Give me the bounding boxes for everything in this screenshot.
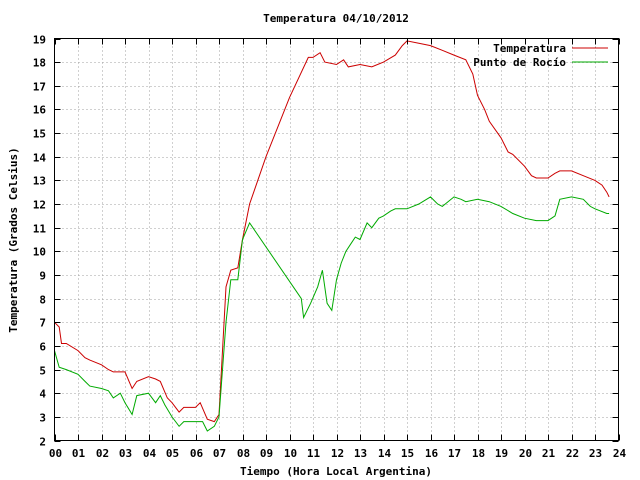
x-tick-label: 05: [166, 447, 179, 460]
x-tick-label: 01: [72, 447, 86, 460]
x-tick-label: 24: [613, 447, 627, 460]
y-tick-label: 9: [39, 270, 46, 283]
x-tick-label: 11: [307, 447, 321, 460]
y-tick-label: 11: [33, 223, 47, 236]
x-tick-label: 00: [49, 447, 62, 460]
x-tick-label: 14: [378, 447, 392, 460]
y-tick-label: 16: [33, 104, 47, 117]
chart-title: Temperatura 04/10/2012: [263, 12, 409, 25]
y-tick-label: 7: [39, 317, 46, 330]
y-tick-label: 5: [39, 365, 46, 378]
y-axis-tick-labels: 2 3 4 5 6 7 8 9 10 11 12 13 14 15 16 17 18 19: [33, 34, 47, 449]
series-line-punto-de-rocio: [54, 196, 610, 432]
series-layer: [54, 40, 610, 432]
legend: Temperatura Punto de Rocío: [473, 42, 608, 69]
y-tick-label: 3: [39, 412, 46, 425]
y-tick-label: 12: [33, 199, 46, 212]
x-tick-label: 17: [448, 447, 461, 460]
x-tick-label: 19: [495, 447, 508, 460]
x-tick-label: 12: [331, 447, 344, 460]
y-tick-label: 15: [33, 128, 46, 141]
y-tick-label: 4: [39, 388, 46, 401]
x-tick-label: 08: [237, 447, 250, 460]
x-tick-label: 06: [190, 447, 204, 460]
x-tick-label: 03: [119, 447, 132, 460]
x-tick-label: 04: [143, 447, 157, 460]
y-tick-label: 2: [39, 436, 46, 449]
x-axis-label: Tiempo (Hora Local Argentina): [240, 465, 432, 478]
x-axis-tick-labels: 00 01 02 03 04 05 06 07 08 09 10 11 12 13 14 15 16 17 18 19…: [49, 447, 627, 460]
x-tick-label: 02: [96, 447, 109, 460]
y-tick-label: 6: [39, 341, 46, 354]
axis-ticks: [54, 38, 620, 442]
x-tick-label: 13: [354, 447, 367, 460]
x-tick-label: 09: [260, 447, 273, 460]
x-tick-label: 07: [213, 447, 226, 460]
y-tick-label: 17: [33, 81, 46, 94]
x-tick-label: 21: [542, 447, 556, 460]
y-tick-label: 14: [33, 152, 47, 165]
plot-frame: [54, 38, 619, 441]
x-tick-label: 16: [425, 447, 439, 460]
y-tick-label: 8: [39, 294, 46, 307]
legend-label-temperatura: Temperatura: [493, 42, 566, 55]
y-axis-label: Temperatura (Grados Celsius): [7, 147, 20, 332]
x-tick-label: 20: [519, 447, 532, 460]
x-tick-label: 23: [589, 447, 602, 460]
x-tick-label: 10: [284, 447, 297, 460]
x-tick-label: 22: [566, 447, 579, 460]
x-tick-label: 18: [472, 447, 485, 460]
legend-label-rocio: Punto de Rocío: [473, 56, 566, 69]
y-tick-label: 13: [33, 175, 46, 188]
series-line-temperatura: [54, 40, 610, 423]
y-tick-label: 19: [33, 34, 46, 47]
y-tick-label: 10: [33, 246, 46, 259]
y-tick-label: 18: [33, 57, 46, 70]
x-tick-label: 15: [401, 447, 414, 460]
